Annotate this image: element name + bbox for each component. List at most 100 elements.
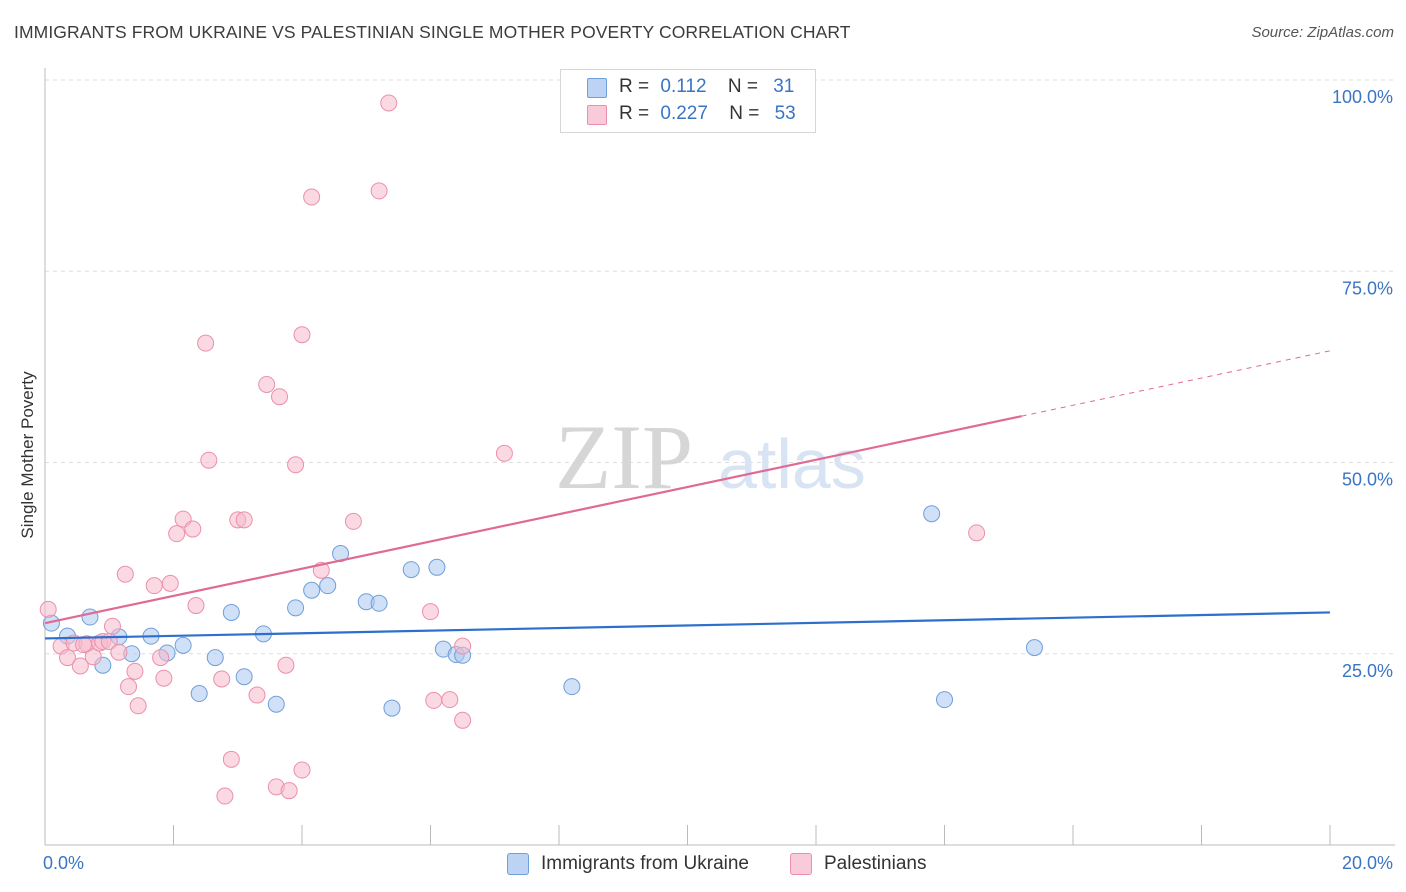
- palestinian-n-value: 53: [774, 103, 796, 124]
- y-tick-label: 25.0%: [1342, 661, 1393, 681]
- palestinian-point: [370, 182, 388, 200]
- palestinian-point: [103, 617, 121, 635]
- ukraine-point: [370, 594, 388, 612]
- x-tick-label-min: 0.0%: [43, 853, 84, 873]
- ukraine-point: [923, 505, 941, 523]
- y-tick-label: 75.0%: [1342, 278, 1393, 298]
- palestinian-point: [116, 565, 134, 583]
- y-tick-label: 100.0%: [1332, 87, 1393, 107]
- palestinian-point: [58, 649, 76, 667]
- palestinian-point: [71, 657, 89, 675]
- x-tick-label-max: 20.0%: [1342, 853, 1393, 873]
- palestinian-point: [344, 512, 362, 530]
- palestinian-n-label: N =: [729, 103, 760, 124]
- palestinian-point: [197, 334, 215, 352]
- ukraine-point: [190, 685, 208, 703]
- palestinian-point: [425, 691, 443, 709]
- source-credit: Source: ZipAtlas.com: [1251, 24, 1394, 41]
- palestinian-point: [293, 326, 311, 344]
- palestinian-point: [280, 782, 298, 800]
- palestinian-point: [84, 648, 102, 666]
- palestinian-point: [126, 662, 144, 680]
- ukraine-r-label: R =: [619, 76, 650, 97]
- ukraine-point: [319, 577, 337, 595]
- palestinian-point: [293, 761, 311, 779]
- palestinian-point: [39, 600, 57, 618]
- legend-ukraine-label: Immigrants from Ukraine: [541, 853, 749, 874]
- palestinian-point: [213, 670, 231, 688]
- palestinian-point: [441, 691, 459, 709]
- palestinian-trend-line: [44, 415, 1022, 625]
- ukraine-point: [222, 603, 240, 621]
- palestinian-point: [258, 375, 276, 393]
- ukraine-point: [267, 695, 285, 713]
- palestinian-point: [271, 388, 289, 406]
- palestinian-point: [129, 697, 147, 715]
- palestinian-point: [235, 511, 253, 529]
- palestinian-point: [145, 577, 163, 595]
- ukraine-point: [936, 691, 953, 709]
- ukraine-point: [1025, 639, 1043, 657]
- palestinian-swatch: [587, 105, 607, 125]
- ukraine-trend-line: [44, 611, 1331, 640]
- palestinian-point: [184, 520, 202, 538]
- trend-lines: [44, 350, 1331, 640]
- ukraine-n-value: 31: [773, 76, 795, 97]
- palestinian-point: [454, 711, 472, 729]
- watermark: ZIP atlas: [555, 406, 866, 508]
- legend-palestinian-label: Palestinians: [824, 853, 927, 874]
- palestinian-point: [110, 643, 128, 661]
- palestinian-point: [187, 597, 205, 615]
- palestinian-point: [422, 603, 439, 621]
- ukraine-point: [563, 678, 581, 696]
- palestinian-point: [277, 656, 295, 674]
- y-tick-label: 50.0%: [1342, 470, 1393, 490]
- ukraine-point: [402, 561, 420, 579]
- watermark-zip: ZIP: [555, 406, 693, 508]
- palestinian-point: [303, 188, 321, 206]
- ukraine-stats: R = 0.112 N = 31: [619, 76, 794, 98]
- stats-legend: R = 0.112 N = 31 R = 0.227 N = 53: [560, 69, 816, 133]
- palestinian-point: [454, 637, 472, 655]
- palestinian-point: [216, 787, 234, 805]
- series-ukraine-points: [42, 505, 1043, 717]
- palestinian-trend-extension: [1021, 350, 1331, 417]
- ukraine-point: [235, 668, 253, 686]
- chart-title: IMMIGRANTS FROM UKRAINE VS PALESTINIAN S…: [14, 22, 851, 42]
- palestinian-point: [200, 451, 218, 469]
- tick-labels: 25.0% 50.0% 75.0% 100.0% 0.0% 20.0%: [43, 87, 1393, 873]
- ukraine-point: [383, 699, 401, 717]
- palestinian-point: [248, 686, 266, 704]
- ukraine-n-label: N =: [727, 76, 758, 97]
- ukraine-point: [287, 599, 305, 617]
- palestinian-point: [287, 456, 305, 474]
- palestinian-point: [75, 636, 93, 654]
- palestinian-r-label: R =: [619, 103, 650, 124]
- palestinian-point: [155, 669, 173, 687]
- series-palestinian-points: [39, 94, 986, 805]
- ukraine-point: [428, 558, 446, 576]
- ukraine-point: [206, 649, 224, 667]
- palestinian-point: [168, 525, 186, 543]
- palestinian-point: [161, 574, 179, 592]
- palestinian-point: [120, 678, 138, 696]
- palestinian-point: [152, 649, 170, 667]
- legend-item-palestinian: Palestinians: [790, 852, 926, 876]
- palestinian-point: [380, 94, 398, 112]
- ukraine-point: [174, 636, 192, 654]
- palestinian-stats: R = 0.227 N = 53: [619, 103, 796, 125]
- axes: [44, 68, 1395, 846]
- y-axis-label: Single Mother Poverty: [18, 371, 37, 539]
- ukraine-swatch: [587, 78, 607, 98]
- palestinian-r-value: 0.227: [660, 103, 708, 124]
- legend-item-ukraine: Immigrants from Ukraine: [507, 852, 749, 876]
- gridlines: [45, 79, 1395, 655]
- ukraine-point: [303, 581, 321, 599]
- palestinian-point: [222, 750, 240, 768]
- legend-palestinian-swatch: [790, 853, 812, 875]
- legend-ukraine-swatch: [507, 853, 529, 875]
- ukraine-r-value: 0.112: [660, 76, 707, 97]
- palestinian-point: [968, 524, 986, 542]
- palestinian-point: [495, 444, 513, 462]
